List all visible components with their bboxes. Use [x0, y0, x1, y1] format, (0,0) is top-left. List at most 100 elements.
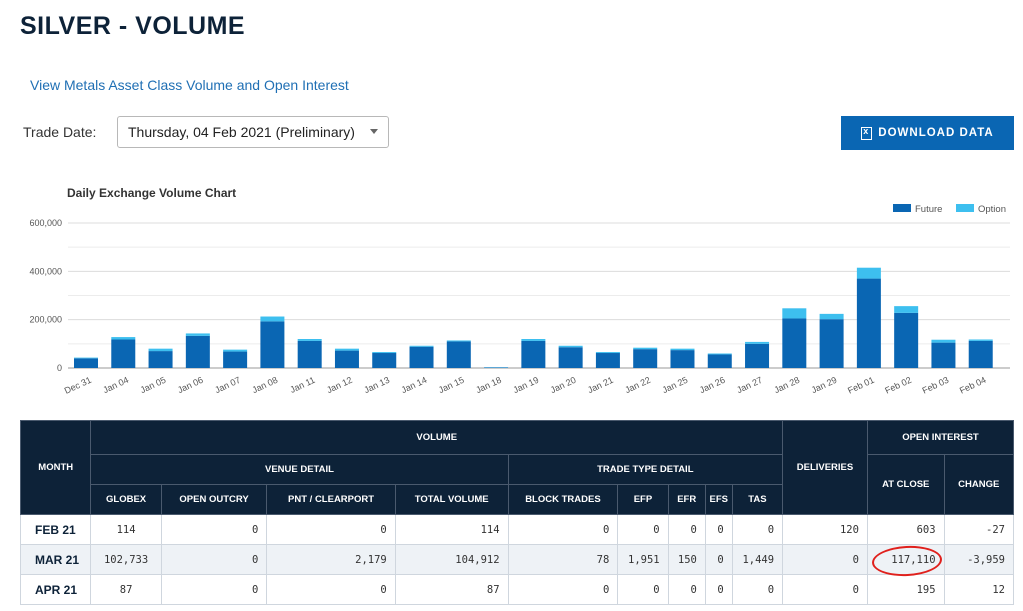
bar-option	[260, 316, 285, 322]
download-data-label: DOWNLOAD DATA	[878, 127, 994, 139]
bar-option	[74, 357, 98, 359]
cell-deliveries: 0	[782, 544, 868, 575]
bar-future	[745, 343, 770, 368]
cell-efs: 0	[704, 544, 733, 575]
col-tas: TAS	[731, 484, 784, 515]
x-tick-label: Feb 02	[883, 375, 913, 396]
x-tick-label: Jan 05	[139, 375, 168, 395]
cell-deliveries: 0	[782, 574, 868, 605]
bar-option	[372, 352, 397, 354]
cell-open-outcry: 0	[160, 544, 268, 575]
bar-future	[670, 350, 695, 368]
bar-option	[968, 339, 993, 341]
x-tick-label: Dec 31	[63, 375, 93, 396]
col-block-trades: BLOCK TRADES	[507, 484, 619, 515]
x-tick-label: Jan 18	[474, 375, 503, 395]
metals-volume-link[interactable]: View Metals Asset Class Volume and Open …	[30, 77, 349, 93]
volume-chart-svg: Daily Exchange Volume Chart 0 200,000 400,0…	[29, 186, 1010, 396]
bar-future	[558, 347, 583, 368]
bar-future	[595, 353, 620, 368]
bar-future	[633, 349, 658, 368]
bar-option	[297, 339, 322, 341]
col-group-volume: VOLUME	[90, 420, 784, 455]
legend-swatch-option	[956, 204, 974, 212]
x-tick-label: Jan 21	[586, 375, 615, 395]
x-tick-label: Jan 20	[549, 375, 578, 395]
cell-globex: 102,733	[90, 544, 162, 575]
cell-efs: 0	[704, 574, 733, 605]
cell-block-trades: 78	[507, 544, 619, 575]
x-tick-label: Jan 07	[213, 375, 242, 395]
bar-option	[521, 339, 546, 341]
bar-future	[707, 354, 732, 368]
cell-total-volume: 104,912	[394, 544, 509, 575]
cell-change: 12	[943, 574, 1015, 605]
cell-at-close: 195	[866, 574, 945, 605]
legend-swatch-future	[893, 204, 911, 212]
bar-option	[409, 345, 434, 347]
col-efr: EFR	[667, 484, 706, 515]
x-tick-label: Jan 04	[101, 375, 130, 395]
cell-at-close: 117,110	[866, 544, 945, 578]
bar-option	[782, 308, 807, 319]
download-data-button[interactable]: DOWNLOAD DATA	[841, 116, 1014, 150]
bar-future	[782, 318, 807, 368]
bar-future	[931, 342, 956, 368]
x-tick-label: Jan 14	[400, 375, 429, 395]
cell-globex: 87	[90, 574, 162, 605]
bar-option	[819, 313, 844, 320]
cell-pnt: 0	[266, 514, 396, 545]
cell-total-volume: 114	[394, 514, 509, 545]
col-efp: EFP	[617, 484, 669, 515]
bar-future	[148, 351, 173, 368]
cell-efr: 0	[667, 514, 706, 545]
legend-label-future: Future	[915, 204, 942, 215]
cell-month: APR 21	[19, 574, 92, 605]
bar-option	[111, 337, 136, 340]
cell-deliveries: 120	[782, 514, 868, 545]
cell-pnt: 0	[266, 574, 396, 605]
x-tick-label: Feb 03	[921, 375, 951, 396]
bar-future	[856, 278, 881, 368]
x-tick-label: Jan 22	[623, 375, 652, 395]
x-tick-label: Jan 06	[176, 375, 205, 395]
col-at-close: AT CLOSE	[866, 454, 945, 515]
bar-option	[670, 348, 695, 351]
x-tick-label: Jan 15	[437, 375, 466, 395]
col-globex: GLOBEX	[90, 484, 162, 515]
bar-future	[446, 341, 471, 368]
page-title: SILVER - VOLUME	[20, 12, 246, 40]
cell-efp: 1,951	[617, 544, 669, 575]
trade-date-label: Trade Date:	[23, 124, 97, 140]
bar-option	[558, 345, 583, 348]
cell-efs: 0	[704, 514, 733, 545]
bar-future	[409, 346, 434, 368]
bar-future	[372, 353, 397, 368]
cell-pnt: 2,179	[266, 544, 396, 575]
bar-future	[185, 335, 210, 368]
trade-date-select[interactable]: Thursday, 04 Feb 2021 (Preliminary)	[117, 116, 389, 148]
table-row: FEB 21 114 0 0 114 0 0 0 0 0 120 603 -27	[19, 514, 1015, 545]
bar-future	[894, 312, 919, 368]
x-tick-label: Jan 12	[325, 375, 354, 395]
x-tick-label: Feb 04	[958, 375, 988, 396]
table-row: MAR 21 102,733 0 2,179 104,912 78 1,951 …	[19, 544, 1015, 578]
col-group-open-interest: OPEN INTEREST	[866, 420, 1015, 455]
bar-option	[633, 347, 658, 350]
cell-efr: 0	[667, 574, 706, 605]
col-total-volume: TOTAL VOLUME	[394, 484, 509, 515]
y-tick-label: 0	[57, 363, 62, 373]
col-efs: EFS	[704, 484, 733, 515]
bar-future	[819, 319, 844, 368]
bar-option	[334, 348, 359, 351]
x-tick-label: Jan 11	[288, 375, 316, 395]
chart-title: Daily Exchange Volume Chart	[67, 186, 236, 200]
cell-tas: 1,449	[731, 544, 784, 575]
x-tick-label: Jan 26	[698, 375, 727, 395]
col-open-outcry: OPEN OUTCRY	[160, 484, 268, 515]
x-tick-label: Jan 19	[511, 375, 540, 395]
table-row: APR 21 87 0 0 87 0 0 0 0 0 0 195 12	[19, 574, 1015, 605]
volume-chart: Daily Exchange Volume Chart 0 200,000 400,0…	[0, 180, 1023, 405]
chevron-down-icon	[370, 129, 378, 134]
bar-future	[968, 340, 993, 368]
